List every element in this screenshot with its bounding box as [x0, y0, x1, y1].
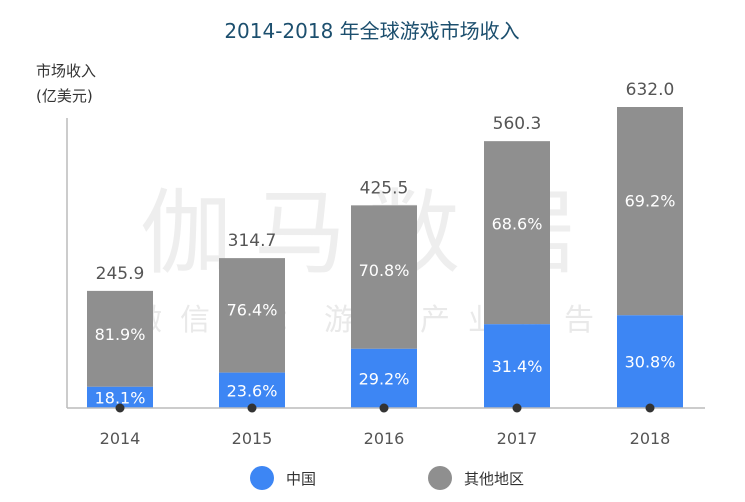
- y-axis-label-line-1: 市场收入: [36, 62, 96, 80]
- bar-other-2014: [87, 290, 153, 387]
- tick-dot-2016: [379, 403, 389, 413]
- bar-other-2016: [351, 205, 417, 349]
- pct-label-china-2015: 23.6%: [227, 381, 278, 400]
- tick-dot-2015: [247, 403, 257, 413]
- bar-other-2018: [617, 107, 683, 316]
- y-axis-label-line-2: (亿美元): [36, 87, 93, 105]
- x-tick-label-2018: 2018: [630, 429, 671, 448]
- bar-china-2018: [617, 315, 683, 408]
- pct-label-other-2017: 68.6%: [492, 215, 543, 234]
- total-label-2018: 632.0: [626, 80, 675, 100]
- x-tick-label-2014: 2014: [100, 429, 141, 448]
- x-tick-label-2016: 2016: [364, 429, 405, 448]
- legend-label-china: 中国: [286, 470, 316, 488]
- pct-label-china-2014: 18.1%: [95, 388, 146, 407]
- bar-other-2017: [484, 141, 550, 325]
- bar-china-2016: [351, 348, 417, 408]
- x-tick-label-2017: 2017: [497, 429, 538, 448]
- legend-swatch-other: [428, 466, 452, 490]
- tick-dot-2018: [645, 403, 655, 413]
- bars-layer: 245.9 81.9% 18.1% 314.7 76.4% 23.6% 425.5 70.8%…: [87, 80, 683, 408]
- total-label-2014: 245.9: [96, 264, 145, 284]
- x-tick-layer: 2014 2015 2016 2017 2018: [100, 403, 671, 448]
- pct-label-china-2016: 29.2%: [359, 369, 410, 388]
- legend: 中国 其他地区: [250, 466, 524, 490]
- bar-china-2017: [484, 324, 550, 408]
- bar-china-2014: [87, 386, 153, 408]
- legend-label-other: 其他地区: [464, 470, 524, 488]
- total-label-2015: 314.7: [228, 231, 277, 251]
- tick-dot-2017: [512, 403, 522, 413]
- bar-other-2015: [219, 258, 285, 373]
- pct-label-other-2014: 81.9%: [95, 325, 146, 344]
- pct-label-other-2015: 76.4%: [227, 301, 278, 320]
- bar-china-2015: [219, 372, 285, 408]
- x-tick-label-2015: 2015: [232, 429, 273, 448]
- total-label-2017: 560.3: [493, 114, 542, 134]
- pct-label-china-2017: 31.4%: [492, 357, 543, 376]
- total-label-2016: 425.5: [360, 178, 409, 198]
- chart-title: 2014-2018 年全球游戏市场收入: [224, 19, 519, 43]
- tick-dot-2014: [115, 403, 125, 413]
- pct-label-other-2016: 70.8%: [359, 261, 410, 280]
- legend-swatch-china: [250, 466, 274, 490]
- pct-label-other-2018: 69.2%: [625, 192, 676, 211]
- pct-label-china-2018: 30.8%: [625, 353, 676, 372]
